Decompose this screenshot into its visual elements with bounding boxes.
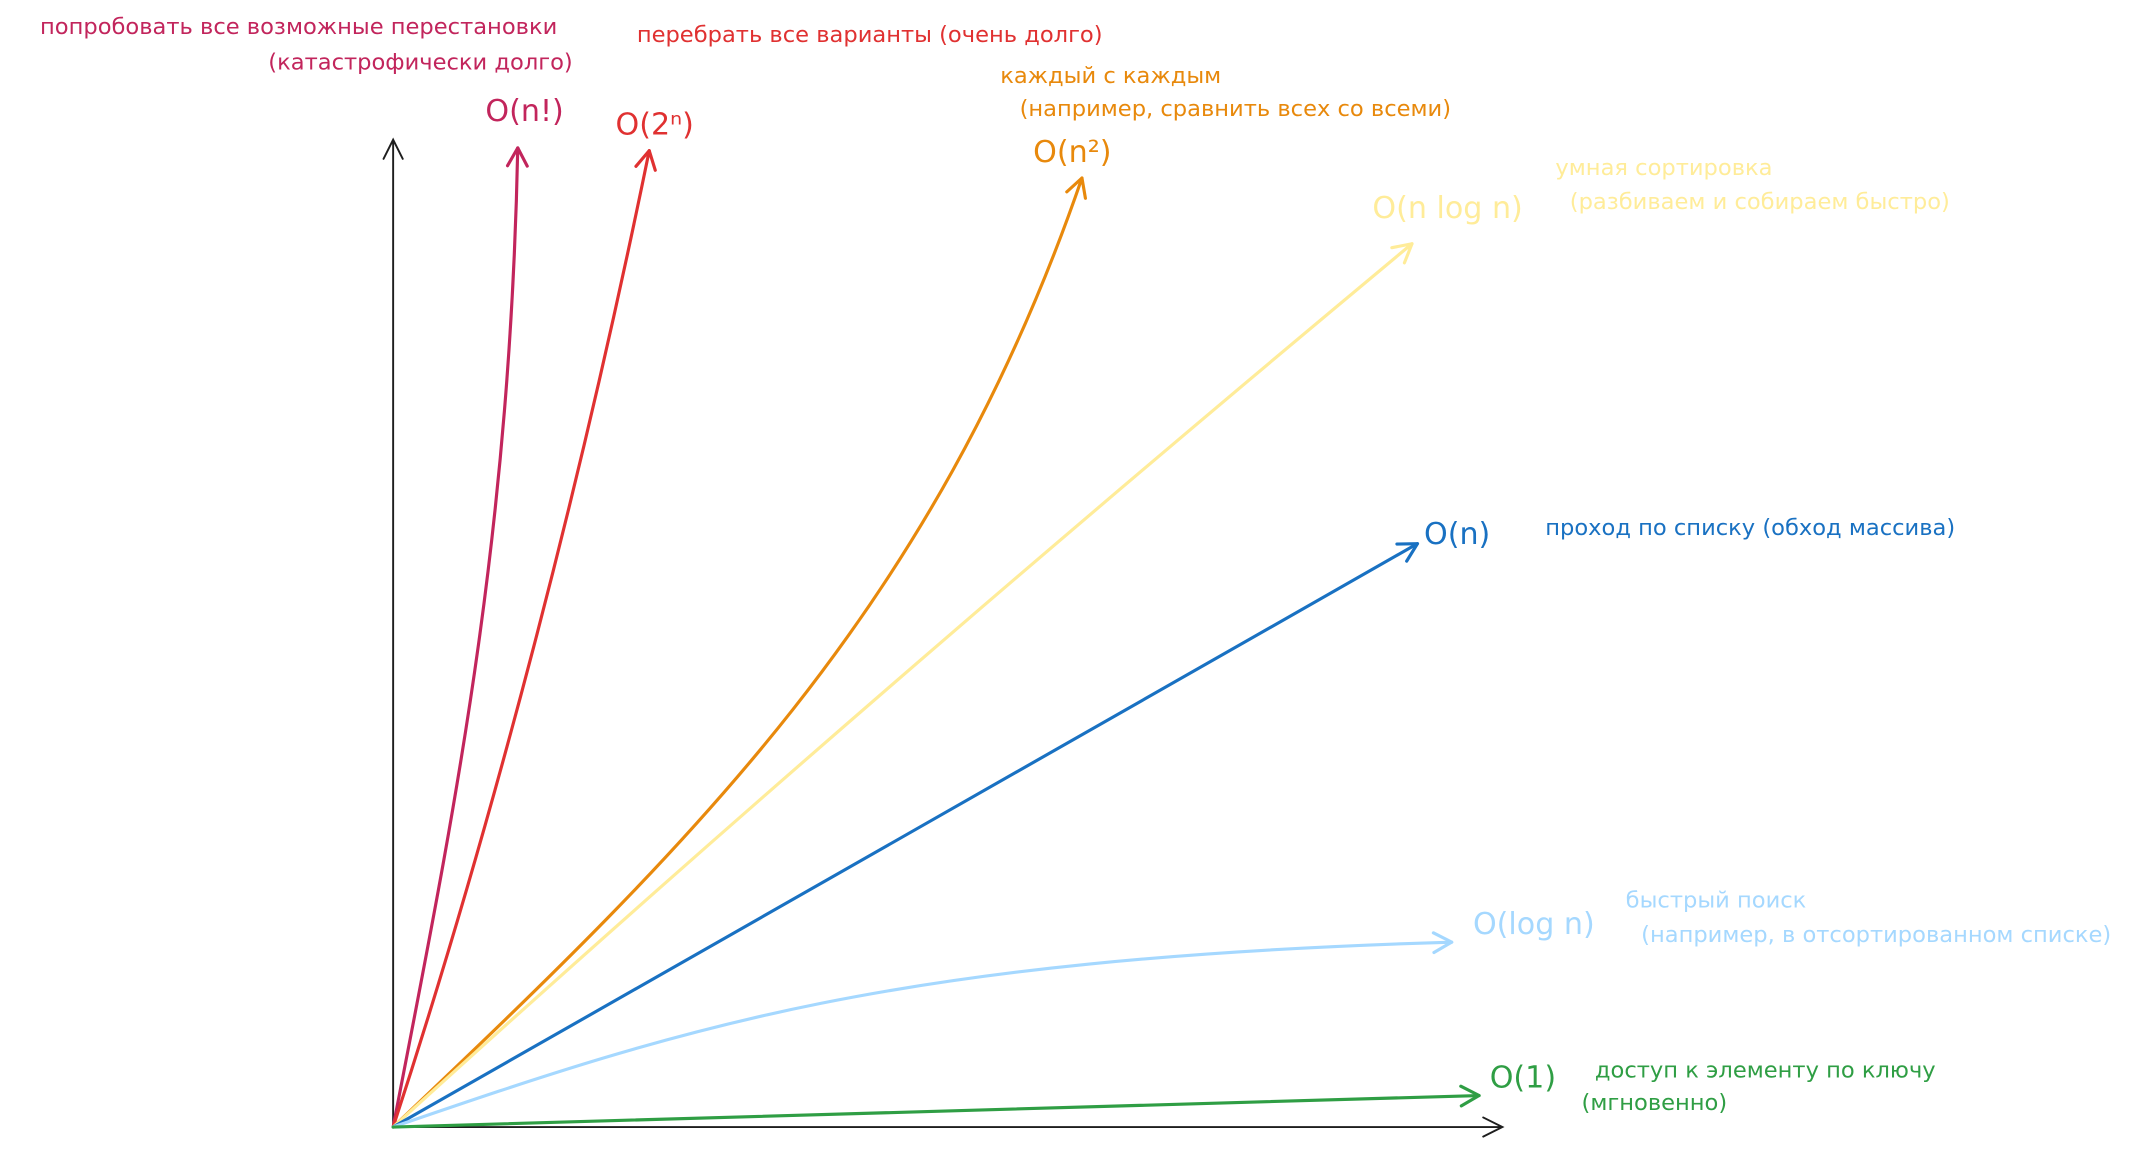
complexity-curve [391, 940, 1454, 1129]
complexity-description: (например, в отсортированном списке) [1641, 922, 2111, 948]
complexity-curve [391, 242, 1414, 1129]
complexity-description: (например, сравнить всех со всеми) [1020, 96, 1451, 122]
arrow-head [1431, 931, 1454, 955]
complexity-description: перебрать все варианты (очень долго) [637, 22, 1103, 48]
complexity-label: O(n²) [1033, 135, 1111, 170]
x-axis [392, 1116, 1505, 1138]
arrow-head [505, 146, 529, 168]
complexity-description: (мгновенно) [1582, 1090, 1728, 1116]
complexity-curve [391, 542, 1420, 1129]
complexity-label: O(n!) [485, 94, 563, 129]
complexity-curve [391, 149, 651, 1129]
complexity-description: каждый с каждым [1000, 63, 1221, 89]
complexity-description: (разбиваем и собираем быстро) [1570, 189, 1950, 215]
complexity-label: O(log n) [1473, 907, 1595, 942]
arrow-head [1065, 176, 1087, 200]
complexity-description: (катастрофически долго) [268, 49, 572, 75]
complexity-curve [391, 176, 1084, 1129]
complexity-curve [391, 146, 520, 1129]
complexity-description: быстрый поиск [1626, 888, 1807, 914]
complexity-curve [391, 1093, 1481, 1129]
y-axis [382, 137, 404, 1128]
complexity-description: попробовать все возможные перестановки [40, 14, 557, 40]
complexity-description: проход по списку (обход массива) [1545, 515, 1955, 541]
complexity-label: O(2ⁿ) [616, 107, 694, 142]
axes [382, 137, 1505, 1138]
complexity-label: O(n) [1424, 517, 1490, 552]
arrow-head [1395, 542, 1420, 563]
complexity-label: O(n log n) [1372, 191, 1522, 226]
arrow-head [1390, 242, 1414, 265]
complexity-label: O(1) [1490, 1061, 1556, 1096]
arrow-head [1459, 1084, 1481, 1108]
complexity-description: доступ к элементу по ключу [1595, 1057, 1936, 1083]
complexity-description: умная сортировка [1555, 155, 1772, 181]
arrow-head [634, 149, 657, 172]
